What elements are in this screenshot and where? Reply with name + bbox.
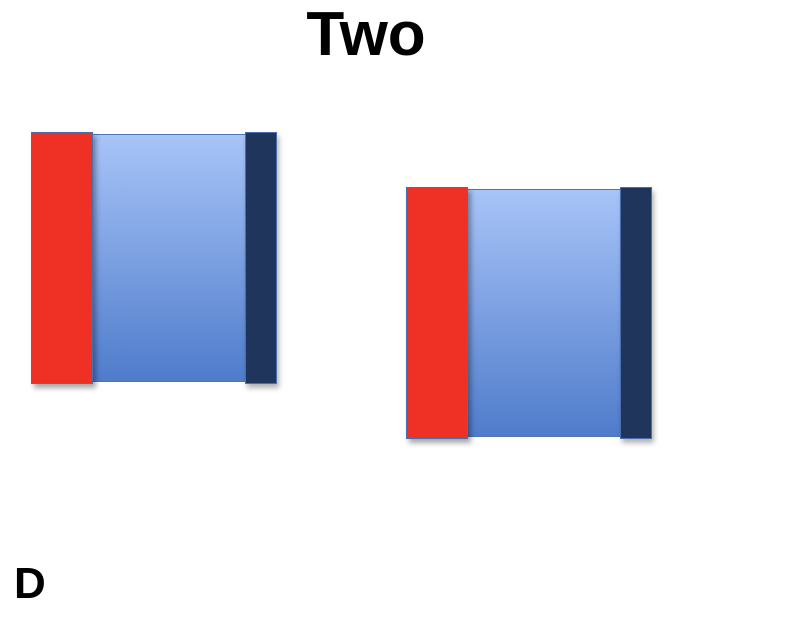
slide-title: Two [306,0,426,69]
layered-block-right [406,187,652,439]
navy-plate [620,187,652,439]
blue-gradient-body [464,189,624,437]
navy-plate [245,132,277,384]
red-plate [31,132,93,384]
corner-label: D [14,559,46,608]
layered-block-left [31,132,277,384]
blue-gradient-body [89,134,249,382]
red-plate [406,187,468,439]
